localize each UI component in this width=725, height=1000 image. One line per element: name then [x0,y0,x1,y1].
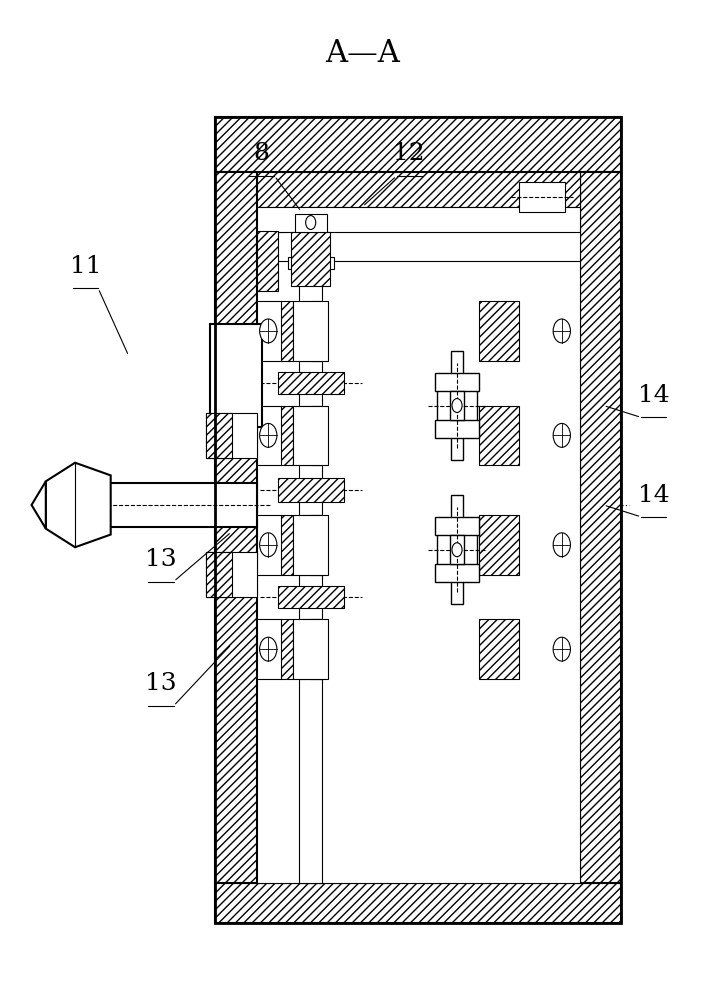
Circle shape [553,533,571,557]
Circle shape [553,319,571,343]
Bar [288,257,334,269]
Bar [580,172,621,883]
Polygon shape [46,463,111,547]
Text: 12: 12 [394,142,425,165]
Bar [257,231,278,291]
Bar [311,301,323,361]
Bar [257,172,580,207]
Circle shape [452,399,462,412]
Bar [294,406,328,465]
Bar [294,214,327,232]
Circle shape [260,319,277,343]
Bar [479,515,519,575]
Bar [281,406,294,465]
Bar [215,883,621,923]
Circle shape [452,543,462,557]
Bar [278,372,344,394]
Bar [436,373,478,391]
Bar [281,515,294,575]
Bar [479,619,519,679]
Bar [450,391,464,420]
Bar [257,172,286,232]
Bar [291,232,331,286]
Bar [278,586,344,608]
Bar [49,483,257,527]
Circle shape [553,637,571,661]
Text: 14: 14 [638,484,670,507]
Bar [311,619,323,679]
Circle shape [260,637,277,661]
Bar [450,351,463,460]
Text: 13: 13 [145,672,177,695]
Text: 11: 11 [70,255,102,278]
Bar [207,552,257,597]
Bar [299,575,322,619]
Bar [479,301,519,361]
Bar [436,420,478,438]
Bar [257,207,580,232]
Bar [436,517,478,535]
Text: 8: 8 [254,142,270,165]
Bar [311,406,323,465]
Bar [450,535,464,564]
Bar [210,324,262,427]
Bar [294,515,328,575]
Bar [437,528,477,572]
Bar [450,495,463,604]
Bar [479,406,519,465]
Bar [299,269,322,306]
Bar [215,172,257,883]
Bar [299,361,322,406]
Bar [207,413,257,458]
Polygon shape [32,481,46,529]
Bar [437,384,477,427]
Circle shape [553,423,571,447]
Bar [215,117,621,172]
Text: 14: 14 [638,384,670,407]
Bar [299,679,322,883]
Bar [215,117,621,923]
Bar [436,564,478,582]
Bar [281,619,294,679]
Bar [207,413,231,458]
Bar [299,465,322,515]
Bar [518,182,566,212]
Bar [294,301,328,361]
Bar [294,172,328,261]
Bar [311,515,323,575]
Circle shape [260,533,277,557]
Bar [278,478,344,502]
Circle shape [260,423,277,447]
Circle shape [306,216,315,230]
Bar [281,301,294,361]
Bar [257,172,580,883]
Text: A—A: A—A [325,38,400,69]
Text: 13: 13 [145,548,177,571]
Bar [207,552,231,597]
Bar [294,619,328,679]
